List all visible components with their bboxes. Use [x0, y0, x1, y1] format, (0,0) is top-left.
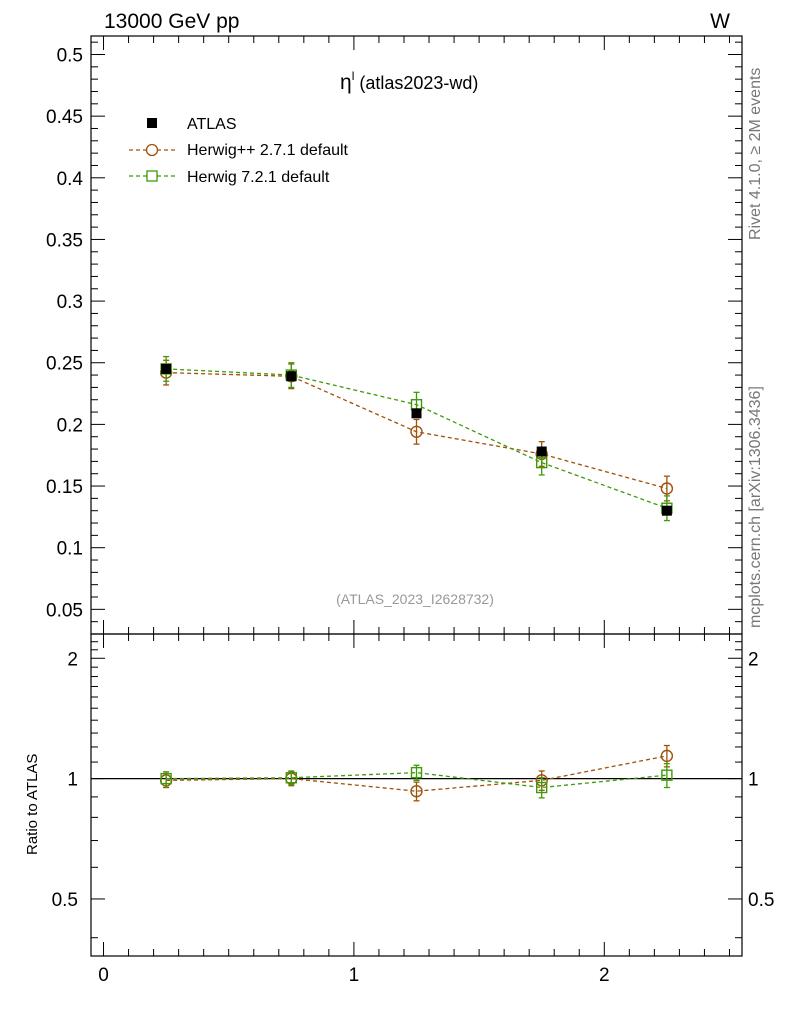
point-herwigpp [410, 425, 423, 438]
xtick-label: 1 [349, 965, 360, 986]
legend-label-herwig7: Herwig 7.2.1 default [187, 169, 330, 186]
ratio-point-herwig7 [285, 772, 298, 784]
point-atlas [661, 505, 672, 516]
legend: ATLAS Herwig++ 2.7.1 default Herwig 7.2.… [129, 116, 349, 186]
ratio-ytick-label-right: 0.5 [748, 890, 774, 911]
point-herwig7 [410, 398, 423, 411]
point-herwigpp [660, 482, 674, 495]
series-herwigpp [159, 359, 674, 502]
ratio-ytick-label-right: 2 [748, 649, 759, 670]
ratio-point-herwigpp [410, 785, 423, 798]
ratio-ytick-label: 1 [67, 770, 78, 791]
legend-marker-herwig7 [146, 170, 158, 182]
point-atlas [411, 408, 422, 419]
ratio-point-herwig7 [661, 769, 673, 781]
main-ytick-label: 0.35 [46, 230, 83, 251]
legend-label-atlas: ATLAS [187, 116, 237, 133]
header-left: 13000 GeV pp [104, 10, 239, 33]
ratio-point-herwig7 [160, 772, 172, 785]
ratio-point-herwig7 [410, 766, 423, 779]
main-ytick-label: 0.4 [57, 169, 84, 190]
main-ytick-label: 0.15 [46, 477, 83, 498]
point-herwig7 [535, 456, 548, 469]
xtick-label: 2 [599, 965, 610, 986]
title-symbol: η [340, 71, 352, 94]
legend-item-herwigpp: Herwig++ 2.7.1 default [129, 142, 349, 159]
chart-title: ηl (atlas2023-wd) [340, 69, 478, 94]
ratio-panel: 0.5 0.5 1 1 2 2 [52, 633, 774, 957]
main-ytick-label: 0.05 [46, 600, 83, 621]
ratio-ytick-label: 2 [67, 649, 78, 670]
legend-marker-atlas [147, 118, 157, 128]
main-ytick-label: 0.2 [57, 415, 83, 436]
ratio-point-herwig7 [535, 781, 548, 794]
point-atlas [161, 363, 172, 374]
main-ytick-label: 0.45 [46, 107, 83, 128]
ratio-ytick-label-right: 1 [748, 770, 759, 791]
point-atlas [536, 446, 547, 457]
legend-label-herwigpp: Herwig++ 2.7.1 default [187, 142, 349, 159]
main-ytick-label: 0.5 [57, 45, 83, 66]
main-ytick-label: 0.3 [57, 292, 83, 313]
ratio-ytick-label: 0.5 [52, 890, 78, 911]
main-ytick-label: 0.1 [57, 539, 83, 560]
ratio-frame [90, 633, 743, 957]
header-right: W [710, 10, 730, 33]
mcplots-label: mcplots.cern.ch [arXiv:1306.3436] [747, 386, 764, 628]
title-rest: (atlas2023-wd) [354, 73, 478, 93]
main-ytick-label: 0.25 [46, 354, 83, 375]
legend-marker-herwigpp [145, 143, 159, 157]
ratio-series-herwig7 [160, 763, 673, 799]
analysis-id: (ATLAS_2023_I2628732) [336, 591, 494, 607]
point-atlas [286, 371, 297, 382]
ratio-ylabel: Ratio to ATLAS [24, 754, 41, 855]
ratio-point-herwigpp [660, 749, 674, 763]
xtick-label: 0 [98, 965, 109, 986]
legend-item-atlas: ATLAS [147, 116, 237, 133]
series-atlas [161, 363, 672, 516]
title-sup: l [352, 69, 355, 83]
legend-item-herwig7: Herwig 7.2.1 default [129, 169, 330, 186]
rivet-label: Rivet 4.1.0, ≥ 2M events [747, 68, 764, 240]
main-panel: 0.05 0.1 0.15 0.2 0.25 0.3 0.35 0.4 0.45 0.5 [46, 35, 743, 635]
